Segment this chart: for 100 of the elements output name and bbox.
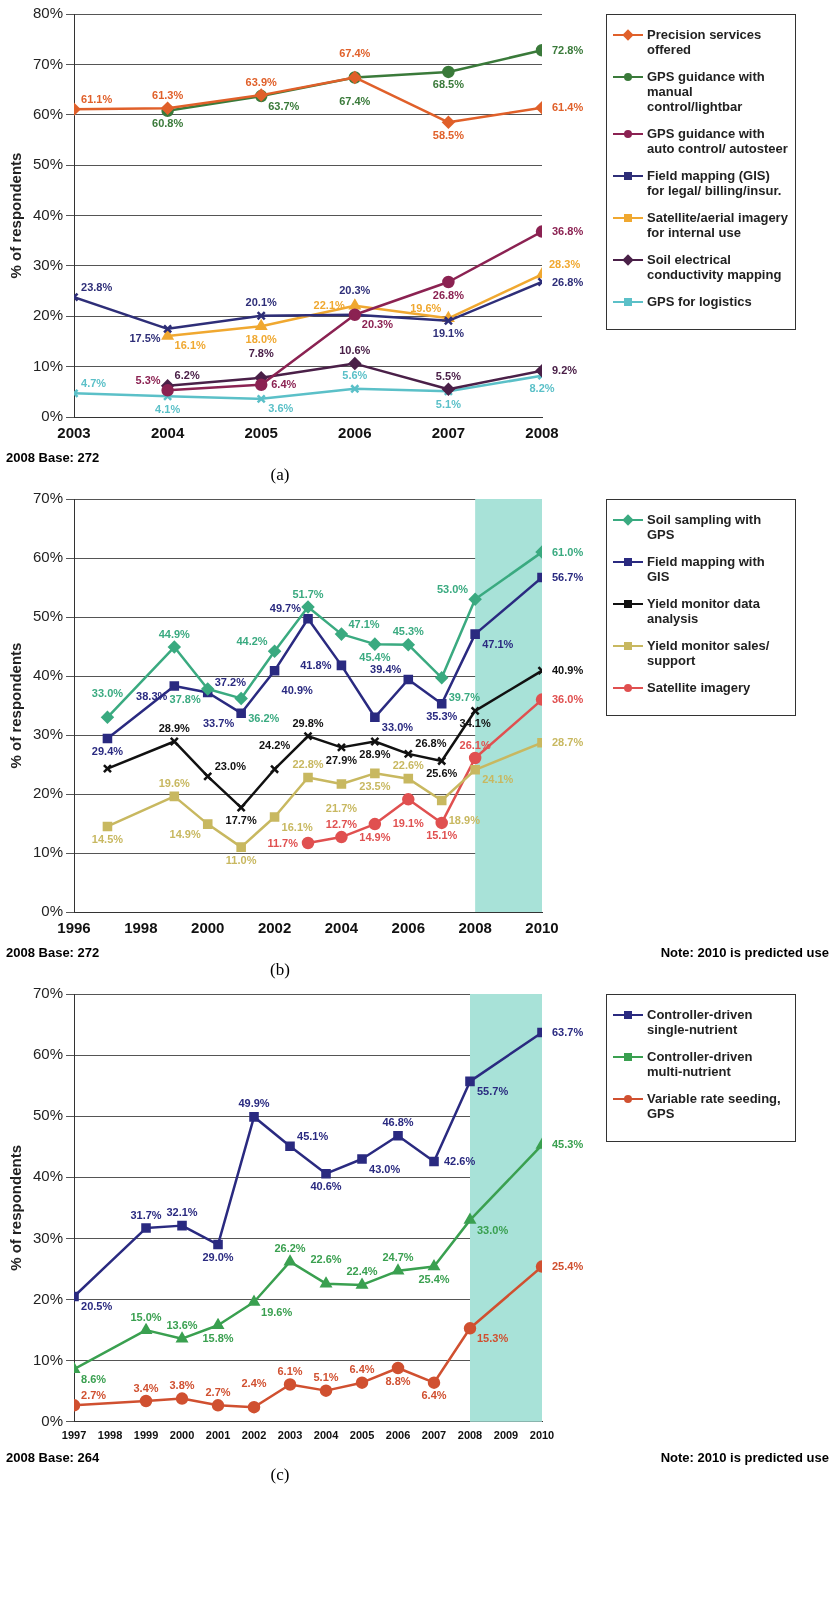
data-label: 19.1% bbox=[392, 816, 425, 829]
x-tick-label: 2005 bbox=[349, 1429, 375, 1442]
data-label: 12.7% bbox=[325, 817, 358, 830]
data-label: 68.5% bbox=[432, 78, 465, 91]
data-label: 5.5% bbox=[435, 369, 462, 382]
x-tick-label: 2010 bbox=[529, 1429, 555, 1442]
data-label: 6.4% bbox=[421, 1389, 447, 1402]
data-label: 33.0% bbox=[477, 1223, 509, 1236]
x-tick-label: 2002 bbox=[257, 919, 292, 937]
data-label: 36.8% bbox=[551, 225, 584, 238]
legend-label: GPS for logistics bbox=[647, 294, 752, 309]
data-label: 24.2% bbox=[258, 738, 291, 751]
data-label: 25.4% bbox=[418, 1273, 450, 1286]
data-label: 40.6% bbox=[310, 1180, 342, 1193]
data-label: 67.4% bbox=[339, 95, 371, 107]
data-label: 25.6% bbox=[426, 767, 458, 780]
text: 2008 Base: 272 bbox=[6, 450, 100, 465]
text: Note: 2010 is predicted use bbox=[660, 1450, 829, 1465]
data-label: 28.3% bbox=[548, 257, 581, 270]
data-label: 5.3% bbox=[135, 373, 161, 386]
y-tick-label: 60% bbox=[32, 1045, 64, 1063]
data-label: 23.8% bbox=[81, 280, 113, 293]
legend-label: Soil electrical conductivity mapping bbox=[647, 252, 783, 282]
data-label: 22.4% bbox=[346, 1265, 378, 1278]
text: (c) bbox=[269, 1465, 291, 1485]
data-label: 53.0% bbox=[436, 582, 469, 595]
legend-label: GPS guidance with manual control/lightbar bbox=[647, 69, 766, 114]
data-label: 45.3% bbox=[392, 625, 425, 638]
data-label: 33.0% bbox=[381, 720, 414, 733]
data-label: 23.5% bbox=[359, 779, 391, 792]
y-tick-label: 60% bbox=[32, 548, 64, 566]
data-label: 39.4% bbox=[370, 663, 402, 676]
data-label: 63.7% bbox=[268, 99, 300, 112]
data-label: 61.1% bbox=[81, 92, 113, 105]
y-tick-label: 10% bbox=[32, 843, 64, 861]
data-label: 5.1% bbox=[313, 1371, 339, 1384]
data-label: 39.7% bbox=[448, 691, 481, 704]
legend-label: GPS guidance with auto control/ autosteer bbox=[647, 126, 789, 156]
data-label: 11.0% bbox=[225, 853, 257, 866]
data-label: 20.5% bbox=[81, 1300, 113, 1313]
data-label: 60.8% bbox=[152, 117, 184, 130]
data-label: 24.1% bbox=[482, 773, 514, 786]
data-label: 26.8% bbox=[551, 275, 584, 288]
data-label: 14.9% bbox=[169, 827, 201, 840]
data-label: 22.6% bbox=[310, 1253, 342, 1266]
text: (a) bbox=[269, 465, 291, 485]
data-label: 8.6% bbox=[81, 1372, 107, 1385]
x-tick-label: 1997 bbox=[61, 1429, 87, 1442]
y-tick-label: 50% bbox=[32, 607, 64, 625]
legend-label: Soil sampling with GPS bbox=[647, 512, 763, 542]
data-label: 3.6% bbox=[268, 402, 294, 415]
y-axis-title: % of respondents bbox=[7, 152, 25, 279]
data-label: 17.7% bbox=[225, 814, 257, 827]
x-tick-label: 2008 bbox=[457, 1429, 483, 1442]
data-label: 51.7% bbox=[292, 587, 324, 600]
y-axis-title: % of respondents bbox=[7, 1144, 25, 1271]
y-tick-label: 30% bbox=[32, 1228, 64, 1246]
data-label: 47.1% bbox=[482, 637, 514, 650]
data-label: 4.1% bbox=[155, 402, 181, 415]
y-axis-title: % of respondents bbox=[7, 642, 25, 769]
y-tick-label: 20% bbox=[32, 1289, 64, 1307]
data-label: 16.1% bbox=[174, 339, 207, 352]
x-tick-label: 2007 bbox=[421, 1429, 447, 1442]
y-tick-label: 40% bbox=[32, 205, 64, 223]
data-label: 33.7% bbox=[202, 716, 235, 729]
x-tick-label: 1998 bbox=[97, 1429, 123, 1442]
data-label: 42.6% bbox=[444, 1154, 476, 1167]
data-label: 36.2% bbox=[248, 711, 280, 724]
data-label: 24.7% bbox=[382, 1251, 414, 1264]
x-tick-label: 1996 bbox=[57, 919, 91, 937]
data-label: 35.3% bbox=[426, 710, 458, 723]
data-label: 45.4% bbox=[359, 650, 391, 663]
y-tick-label: 70% bbox=[32, 489, 64, 507]
y-tick-label: 30% bbox=[32, 725, 64, 743]
data-label: 37.8% bbox=[169, 692, 201, 705]
data-label: 29.8% bbox=[292, 716, 324, 729]
data-label: 2.4% bbox=[241, 1376, 267, 1389]
data-label: 3.4% bbox=[133, 1381, 159, 1394]
data-label: 28.7% bbox=[551, 736, 584, 749]
data-label: 49.7% bbox=[269, 602, 302, 615]
text: 2008 Base: 272 bbox=[6, 945, 100, 960]
data-label: 47.1% bbox=[348, 617, 380, 630]
x-tick-label: 2002 bbox=[241, 1429, 267, 1442]
x-tick-label: 2008 bbox=[525, 424, 559, 442]
data-label: 2.7% bbox=[205, 1385, 231, 1398]
data-label: 63.9% bbox=[245, 75, 278, 88]
data-label: 23.0% bbox=[214, 759, 247, 772]
y-tick-label: 0% bbox=[41, 902, 64, 920]
legend-label: Precision services offered bbox=[647, 27, 763, 57]
data-label: 18.9% bbox=[448, 814, 481, 827]
data-label: 21.7% bbox=[325, 801, 358, 814]
data-label: 11.7% bbox=[267, 836, 299, 849]
data-label: 9.2% bbox=[552, 364, 578, 377]
data-label: 63.7% bbox=[551, 1026, 584, 1039]
x-tick-label: 2005 bbox=[244, 424, 278, 442]
data-label: 18.0% bbox=[245, 332, 278, 345]
legend-label: Variable rate seeding, GPS bbox=[647, 1091, 782, 1121]
data-label: 15.1% bbox=[426, 829, 458, 842]
data-label: 14.5% bbox=[91, 832, 124, 845]
data-label: 6.2% bbox=[174, 369, 200, 382]
